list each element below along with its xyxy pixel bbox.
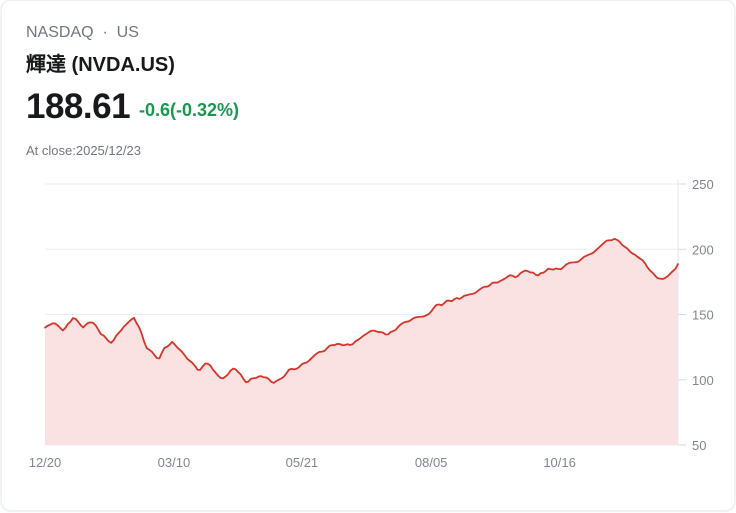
svg-text:100: 100 <box>692 373 714 388</box>
svg-text:50: 50 <box>692 438 706 453</box>
svg-text:05/21: 05/21 <box>286 455 319 470</box>
svg-text:250: 250 <box>692 179 714 192</box>
svg-text:200: 200 <box>692 242 714 257</box>
svg-text:10/16: 10/16 <box>543 455 576 470</box>
svg-text:03/10: 03/10 <box>158 455 191 470</box>
svg-text:08/05: 08/05 <box>415 455 448 470</box>
svg-text:12/20: 12/20 <box>29 455 62 470</box>
svg-text:150: 150 <box>692 308 714 323</box>
